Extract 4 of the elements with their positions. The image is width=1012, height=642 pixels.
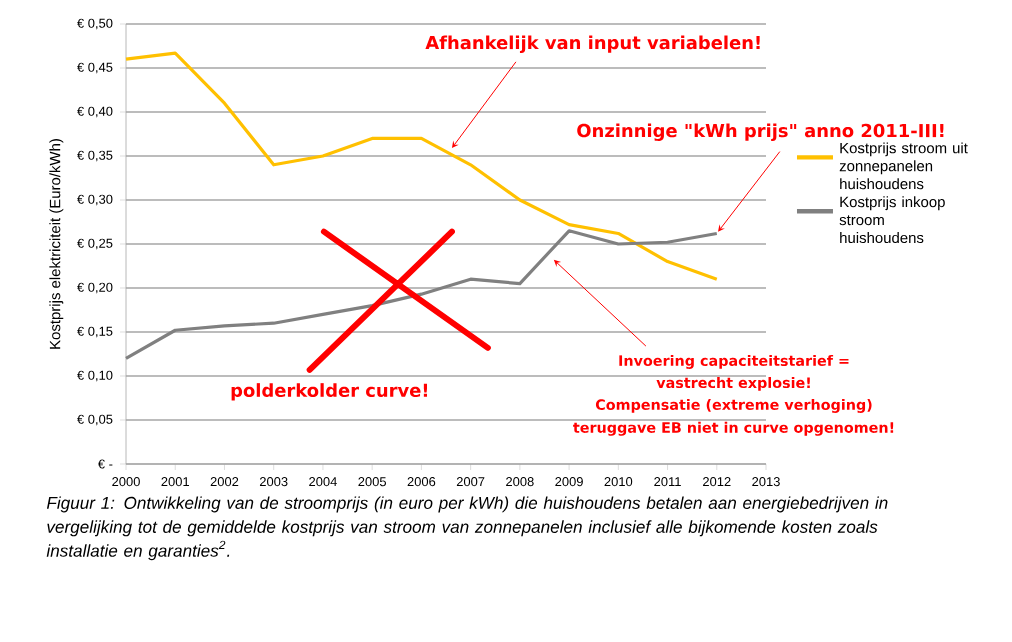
annotation: Onzinnige "kWh prijs" anno 2011-III! (577, 123, 944, 141)
annotation: polderkolder curve! (231, 383, 428, 401)
annotation: Afhankelijk van input variabelen! (425, 35, 760, 53)
text: Figuur 1: Ontwikkeling van de stroomprijs (in euro per kWh) die huishoudens betalen aan energiebedrijven in vergelijking tot de gemiddelde kostprijs van stroom van zonnepanelen inclusief alle bijkomende kosten zoals installatie en garanties$^{2}$. (46, 496, 888, 561)
